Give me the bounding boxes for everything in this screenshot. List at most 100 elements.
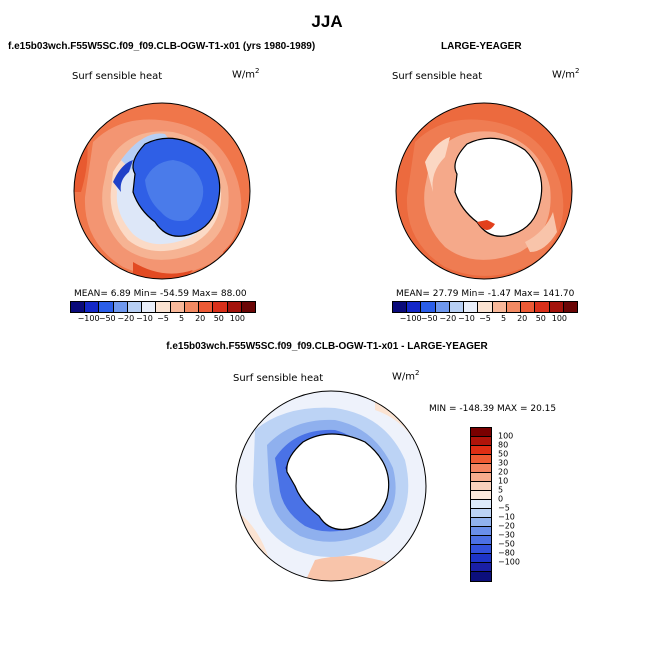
colorbar-swatch bbox=[471, 563, 491, 572]
colorbar-tick-label: −5 bbox=[157, 314, 169, 323]
right-stats: MEAN= 27.79 Min= -1.47 Max= 141.70 bbox=[396, 289, 575, 299]
diff-colorbar bbox=[470, 427, 492, 582]
colorbar-swatch bbox=[471, 572, 491, 581]
right-colorbar-labels: −100 −50 −20 −10 −5 5 20 50 100 bbox=[392, 313, 578, 323]
colorbar-swatch bbox=[471, 554, 491, 563]
left-polar-map bbox=[73, 102, 251, 280]
colorbar-swatch bbox=[471, 545, 491, 554]
colorbar-tick-label: −10 bbox=[498, 512, 515, 522]
right-units: W/m2 bbox=[552, 67, 580, 81]
colorbar-tick-label: −100 bbox=[399, 314, 422, 323]
colorbar-swatch bbox=[471, 473, 491, 482]
colorbar-swatch bbox=[421, 302, 436, 312]
colorbar-swatch bbox=[393, 302, 408, 312]
colorbar-swatch bbox=[471, 500, 491, 509]
colorbar-swatch bbox=[170, 302, 185, 312]
left-colorbar-labels: −100 −50 −20 −10 −5 5 20 50 100 bbox=[70, 313, 256, 323]
colorbar-swatch bbox=[471, 509, 491, 518]
left-stats: MEAN= 6.89 Min= -54.59 Max= 88.00 bbox=[74, 289, 247, 299]
colorbar-swatch bbox=[471, 464, 491, 473]
colorbar-tick-label: −100 bbox=[77, 314, 100, 323]
colorbar-tick-label: −10 bbox=[457, 314, 475, 323]
colorbar-tick-label: −20 bbox=[498, 521, 515, 531]
colorbar-tick-label: −100 bbox=[498, 557, 520, 567]
right-colorbar-swatches bbox=[392, 301, 578, 313]
colorbar-tick-label: 50 bbox=[498, 449, 509, 459]
colorbar-tick-label: −10 bbox=[135, 314, 153, 323]
colorbar-swatch bbox=[199, 302, 214, 312]
colorbar-swatch bbox=[184, 302, 200, 312]
diff-polar-map bbox=[235, 390, 427, 582]
colorbar-tick-label: −20 bbox=[439, 314, 457, 323]
colorbar-swatch bbox=[471, 428, 491, 437]
right-case-title: LARGE-YEAGER bbox=[441, 41, 522, 52]
colorbar-tick-label: 20 bbox=[195, 314, 206, 323]
colorbar-tick-label: 100 bbox=[229, 314, 246, 323]
colorbar-swatch bbox=[471, 518, 491, 527]
colorbar-tick-label: −5 bbox=[479, 314, 491, 323]
colorbar-swatch bbox=[471, 527, 491, 536]
diff-variable-label: Surf sensible heat bbox=[233, 373, 324, 384]
diff-colorbar-labels: 100 80 50 30 20 10 5 0 −5 −10 −20 −30 −50 −80 −100 bbox=[498, 427, 538, 579]
right-variable-label: Surf sensible heat bbox=[392, 71, 483, 82]
colorbar-swatch bbox=[478, 302, 493, 312]
right-polar-map bbox=[395, 102, 573, 280]
colorbar-tick-label: 50 bbox=[213, 314, 224, 323]
colorbar-tick-label: −50 bbox=[98, 314, 116, 323]
left-colorbar-swatches bbox=[70, 301, 256, 313]
colorbar-tick-label: 100 bbox=[498, 431, 514, 441]
colorbar-swatch bbox=[71, 302, 86, 312]
colorbar-swatch bbox=[113, 302, 128, 312]
colorbar-swatch bbox=[563, 302, 578, 312]
diff-stats: MIN = -148.39 MAX = 20.15 bbox=[429, 404, 557, 414]
colorbar-tick-label: −50 bbox=[498, 539, 515, 549]
colorbar-swatch bbox=[407, 302, 422, 312]
colorbar-swatch bbox=[506, 302, 522, 312]
left-case-title: f.e15b03wch.F55W5SC.f09_f09.CLB-OGW-T1-x… bbox=[8, 41, 316, 52]
colorbar-tick-label: 50 bbox=[535, 314, 546, 323]
colorbar-tick-label: −50 bbox=[420, 314, 438, 323]
right-colorbar: −100 −50 −20 −10 −5 5 20 50 100 bbox=[392, 301, 578, 323]
colorbar-swatch bbox=[464, 302, 479, 312]
colorbar-tick-label: −30 bbox=[498, 530, 515, 540]
colorbar-swatch bbox=[449, 302, 465, 312]
colorbar-tick-label: −80 bbox=[498, 548, 515, 558]
colorbar-swatch bbox=[127, 302, 143, 312]
left-variable-label: Surf sensible heat bbox=[72, 71, 163, 82]
colorbar-tick-label: 5 bbox=[179, 314, 185, 323]
colorbar-tick-label: 100 bbox=[551, 314, 568, 323]
colorbar-swatch bbox=[492, 302, 507, 312]
colorbar-tick-label: 10 bbox=[498, 476, 509, 486]
colorbar-swatch bbox=[85, 302, 100, 312]
diff-units: W/m2 bbox=[392, 369, 420, 383]
colorbar-swatch bbox=[471, 437, 491, 446]
colorbar-tick-label: −20 bbox=[117, 314, 135, 323]
colorbar-swatch bbox=[549, 302, 564, 312]
colorbar-tick-label: 20 bbox=[498, 467, 509, 477]
colorbar-swatch bbox=[142, 302, 157, 312]
colorbar-swatch bbox=[435, 302, 450, 312]
colorbar-swatch bbox=[521, 302, 536, 312]
colorbar-swatch bbox=[535, 302, 550, 312]
colorbar-swatch bbox=[471, 482, 491, 491]
left-units: W/m2 bbox=[232, 67, 260, 81]
colorbar-tick-label: −5 bbox=[498, 503, 510, 513]
page-title: JJA bbox=[311, 12, 343, 31]
left-colorbar: −100 −50 −20 −10 −5 5 20 50 100 bbox=[70, 301, 256, 323]
colorbar-tick-label: 0 bbox=[498, 494, 504, 504]
colorbar-swatch bbox=[471, 536, 491, 545]
colorbar-tick-label: 20 bbox=[517, 314, 528, 323]
colorbar-swatch bbox=[213, 302, 228, 312]
colorbar-tick-label: 30 bbox=[498, 458, 509, 468]
colorbar-swatch bbox=[227, 302, 242, 312]
colorbar-swatch bbox=[241, 302, 256, 312]
colorbar-swatch bbox=[156, 302, 171, 312]
colorbar-swatch bbox=[471, 455, 491, 464]
diff-colorbar-swatches bbox=[470, 427, 492, 582]
colorbar-tick-label: 5 bbox=[498, 485, 504, 495]
colorbar-swatch bbox=[99, 302, 114, 312]
colorbar-swatch bbox=[471, 446, 491, 455]
colorbar-tick-label: 5 bbox=[501, 314, 507, 323]
colorbar-tick-label: 80 bbox=[498, 440, 509, 450]
diff-case-title: f.e15b03wch.F55W5SC.f09_f09.CLB-OGW-T1-x… bbox=[166, 341, 488, 352]
